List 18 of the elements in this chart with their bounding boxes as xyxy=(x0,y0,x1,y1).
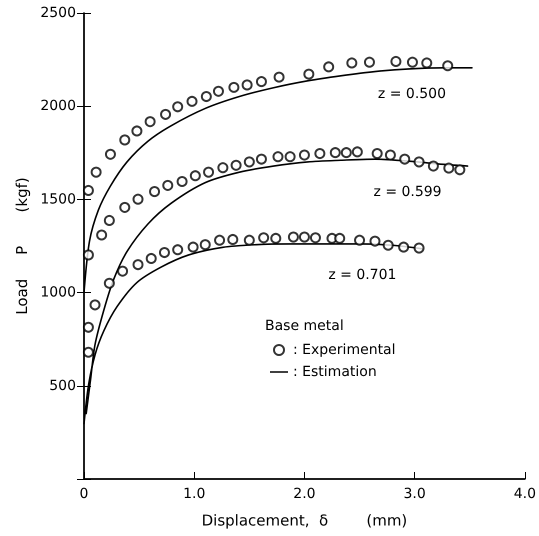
x-tick-label: 4.0 xyxy=(514,486,536,502)
legend-title: Base metal xyxy=(265,318,344,334)
y-tick-label: 1000 xyxy=(40,284,76,301)
x-axis-title: Displacement, δ (mm) xyxy=(202,512,408,530)
annotation: z = 0.599 xyxy=(374,184,442,200)
y-tick-label: 2000 xyxy=(40,98,76,114)
x-tick-label: 2.0 xyxy=(293,486,316,502)
y-tick-label: 500 xyxy=(49,378,76,394)
x-tick-label: 0 xyxy=(80,486,88,502)
legend-label: : Experimental xyxy=(293,342,396,358)
annotation: z = 0.500 xyxy=(378,86,446,102)
x-tick-label: 1.0 xyxy=(183,486,206,502)
x-tick-label: 3.0 xyxy=(404,486,426,502)
y-tick-label: 2500 xyxy=(40,5,76,21)
y-tick-label: 1500 xyxy=(40,191,76,208)
y-axis-title: Load P (kgf) xyxy=(12,177,31,315)
annotation: z = 0.701 xyxy=(328,266,396,283)
legend-label: : Estimation xyxy=(293,364,377,380)
